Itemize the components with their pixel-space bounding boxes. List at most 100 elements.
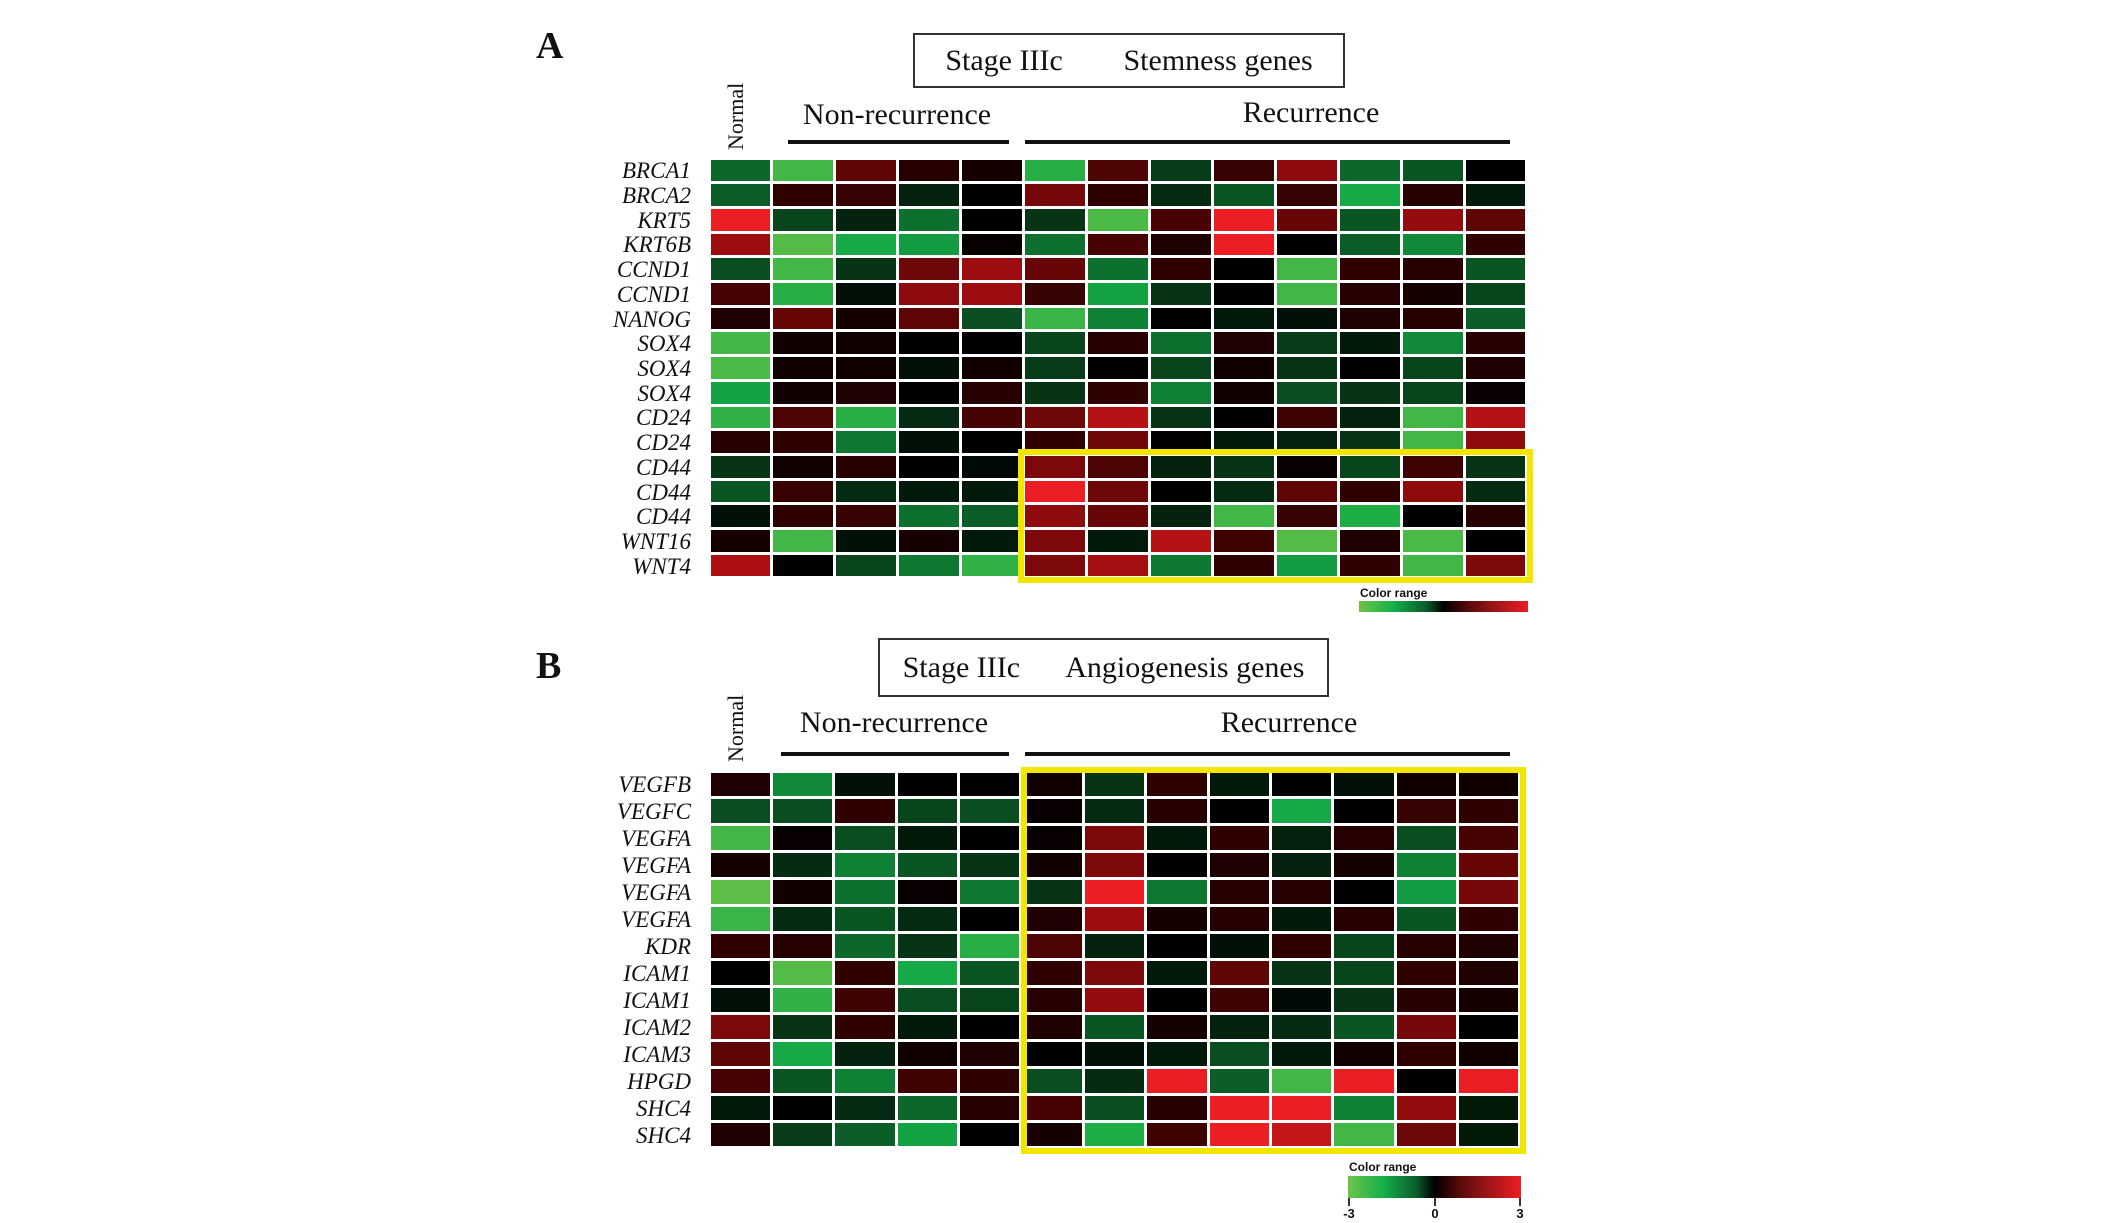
heatmap-cell — [1402, 406, 1463, 429]
heatmap-cell — [1150, 332, 1211, 355]
panel-a-recurrence-label: Recurrence — [1242, 96, 1380, 129]
heatmap-cell — [1147, 826, 1207, 851]
heatmap-cell — [710, 208, 771, 231]
heatmap-cell — [1022, 961, 1082, 985]
heatmap-cell — [772, 1122, 833, 1147]
panel-a-colorbar — [1359, 601, 1528, 612]
heatmap-cell — [899, 480, 960, 503]
heatmap-cell — [1147, 961, 1207, 985]
heatmap-cell — [835, 961, 895, 985]
heatmap-cell — [1271, 772, 1332, 797]
heatmap-cell — [1084, 934, 1145, 958]
heatmap-cell — [1276, 554, 1337, 577]
heatmap-cell — [835, 934, 895, 958]
heatmap-cell — [1150, 159, 1211, 182]
heatmap-cell — [897, 826, 958, 851]
heatmap-cell — [1022, 853, 1082, 878]
heatmap-cell — [710, 934, 770, 958]
heatmap-cell — [1396, 1095, 1457, 1120]
heatmap-cell — [710, 1095, 770, 1120]
heatmap-cell — [960, 1041, 1020, 1066]
heatmap-cell — [1150, 357, 1211, 379]
heatmap-cell — [1147, 1095, 1207, 1120]
heatmap-cell — [836, 530, 897, 552]
heatmap-cell — [1459, 987, 1519, 1012]
gene-label: VEGFA — [621, 826, 691, 852]
heatmap-cell — [960, 853, 1020, 878]
heatmap-cell — [835, 772, 895, 797]
gene-label: WNT16 — [620, 528, 691, 554]
heatmap-cell — [1339, 159, 1400, 182]
heatmap-cell — [772, 1041, 833, 1066]
heatmap-cell — [835, 1095, 895, 1120]
heatmap-cell — [1459, 1095, 1519, 1120]
heatmap-cell — [1088, 208, 1148, 231]
heatmap-cell — [1459, 1014, 1519, 1039]
heatmap-cell — [1213, 357, 1274, 379]
heatmap-cell — [1022, 772, 1082, 797]
heatmap-cell — [1025, 307, 1086, 330]
heatmap-cell — [1334, 934, 1394, 958]
gene-label: BRCA2 — [622, 183, 691, 209]
heatmap-cell — [1147, 1122, 1207, 1147]
panel-a-title-box: Stage IIIc Stemness genes — [913, 33, 1345, 88]
heatmap-cell — [962, 406, 1023, 429]
heatmap-cell — [899, 406, 960, 429]
heatmap-cell — [710, 826, 770, 851]
heatmap-cell — [710, 799, 770, 824]
heatmap-cell — [710, 283, 771, 305]
heatmap-cell — [962, 307, 1023, 330]
heatmap-cell — [1334, 799, 1394, 824]
heatmap-cell — [1459, 772, 1519, 797]
heatmap-cell — [1396, 799, 1457, 824]
heatmap-cell — [1084, 853, 1145, 878]
heatmap-cell — [1147, 1041, 1207, 1066]
heatmap-cell — [772, 880, 833, 905]
heatmap-cell — [1334, 987, 1394, 1012]
gene-label: HPGD — [627, 1068, 691, 1094]
heatmap-cell — [1150, 530, 1211, 552]
heatmap-cell — [962, 184, 1023, 206]
panel-a-recurrence-bracket — [1025, 140, 1510, 144]
heatmap-cell — [1025, 381, 1086, 404]
heatmap-cell — [1025, 455, 1086, 478]
panel-b-nonrecurrence-bracket — [781, 752, 1009, 756]
heatmap-cell — [1084, 961, 1145, 985]
heatmap-cell — [835, 826, 895, 851]
heatmap-cell — [897, 1095, 958, 1120]
gene-label: CD44 — [636, 504, 691, 530]
heatmap-cell — [960, 772, 1020, 797]
heatmap-cell — [835, 799, 895, 824]
heatmap-cell — [1213, 332, 1274, 355]
heatmap-cell — [772, 934, 833, 958]
heatmap-cell — [1396, 1068, 1457, 1093]
heatmap-cell — [710, 332, 771, 355]
heatmap-cell — [1025, 530, 1086, 552]
heatmap-cell — [1334, 1095, 1394, 1120]
heatmap-cell — [1088, 233, 1148, 256]
heatmap-cell — [1150, 381, 1211, 404]
panel-b-recurrence-label: Recurrence — [1220, 706, 1358, 739]
heatmap-cell — [1213, 381, 1274, 404]
heatmap-cell — [1088, 505, 1148, 528]
heatmap-cell — [773, 505, 834, 528]
heatmap-cell — [710, 880, 770, 905]
heatmap-cell — [1334, 1068, 1394, 1093]
heatmap-cell — [1276, 530, 1337, 552]
heatmap-cell — [1465, 406, 1526, 429]
heatmap-cell — [1150, 258, 1211, 281]
heatmap-cell — [1025, 406, 1086, 429]
heatmap-cell — [1339, 258, 1400, 281]
heatmap-cell — [1402, 431, 1463, 453]
heatmap-cell — [1276, 455, 1337, 478]
heatmap-cell — [1213, 505, 1274, 528]
heatmap-cell — [1339, 406, 1400, 429]
heatmap-cell — [710, 159, 771, 182]
heatmap-cell — [1150, 283, 1211, 305]
heatmap-cell — [1334, 826, 1394, 851]
heatmap-cell — [1396, 907, 1457, 932]
heatmap-cell — [962, 480, 1023, 503]
panel-a-title-genes: Stemness genes — [1123, 43, 1313, 77]
heatmap-cell — [1209, 1122, 1269, 1147]
